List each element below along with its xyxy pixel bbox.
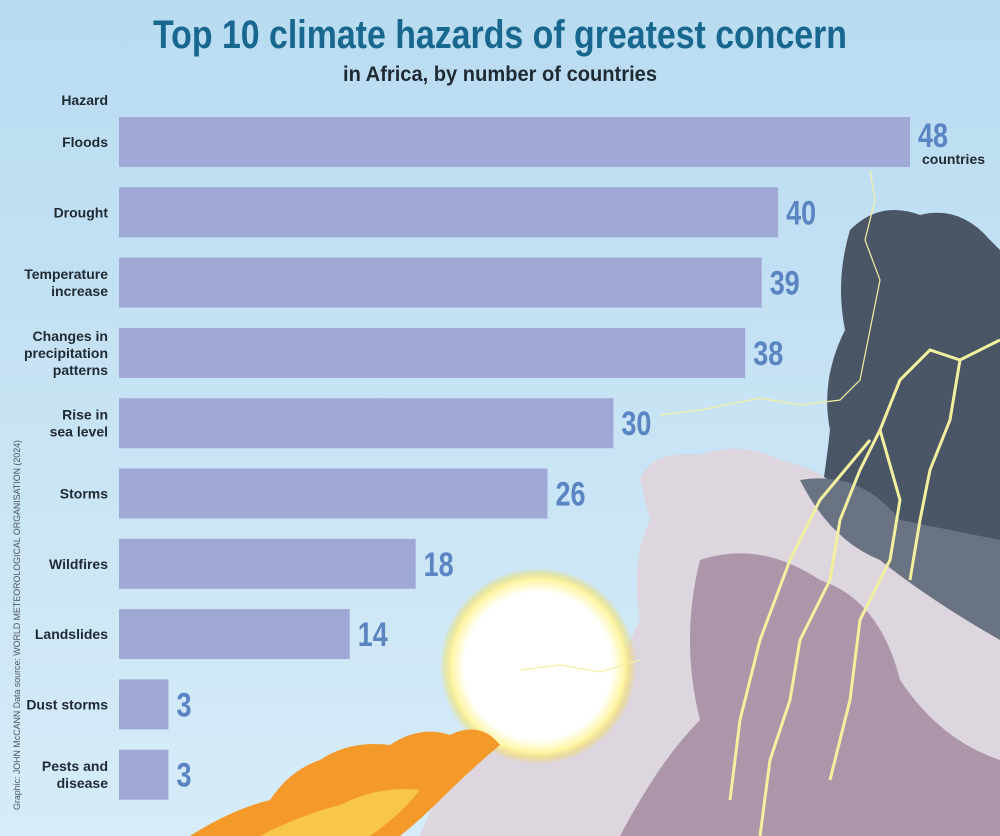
sun (440, 568, 636, 764)
bar (119, 327, 746, 378)
value-label: 3 (176, 686, 191, 724)
chart-text: Top 10 climate hazards of greatest conce… (12, 13, 847, 810)
value-label: 30 (621, 405, 651, 443)
bar (119, 117, 910, 167)
bar (119, 609, 350, 660)
value-label: 26 (555, 476, 585, 514)
value-label: 14 (358, 616, 388, 654)
value-label: 39 (770, 265, 800, 303)
bar (119, 679, 169, 730)
value-unit-label: countries (922, 151, 985, 167)
category-label: Temperature (24, 266, 108, 282)
category-label: disease (57, 775, 109, 791)
category-label: Drought (54, 204, 109, 220)
purple-cloud-shade (620, 553, 1000, 836)
category-label: precipitation (24, 345, 108, 361)
bar (119, 257, 762, 308)
bar (119, 187, 779, 238)
category-label: Changes in (33, 328, 108, 344)
category-label: Landslides (35, 626, 108, 642)
chart-subtitle: in Africa, by number of countries (343, 63, 657, 86)
lightning (728, 338, 1000, 836)
bar (119, 749, 169, 800)
category-label: Rise in (62, 407, 108, 423)
category-label: Dust storms (26, 696, 108, 712)
category-label: sea level (50, 424, 108, 440)
category-label: Floods (62, 134, 108, 150)
value-label: 40 (786, 194, 816, 232)
credit-line: Graphic: JOHN McCANN Data source: WORLD … (12, 440, 23, 810)
fire (190, 729, 500, 836)
value-label: 3 (176, 757, 191, 795)
category-label: Storms (60, 486, 108, 502)
value-label: 38 (753, 335, 783, 373)
value-label: 48 (918, 117, 948, 155)
category-label: Pests and (42, 758, 108, 774)
value-label: 18 (424, 546, 454, 584)
category-header: Hazard (61, 92, 108, 108)
bar (119, 468, 548, 519)
chart-title: Top 10 climate hazards of greatest conce… (153, 13, 847, 57)
bar (119, 538, 416, 589)
category-label: Wildfires (49, 556, 108, 572)
bar (119, 398, 614, 449)
category-label: patterns (53, 362, 108, 378)
category-label: increase (51, 283, 108, 299)
